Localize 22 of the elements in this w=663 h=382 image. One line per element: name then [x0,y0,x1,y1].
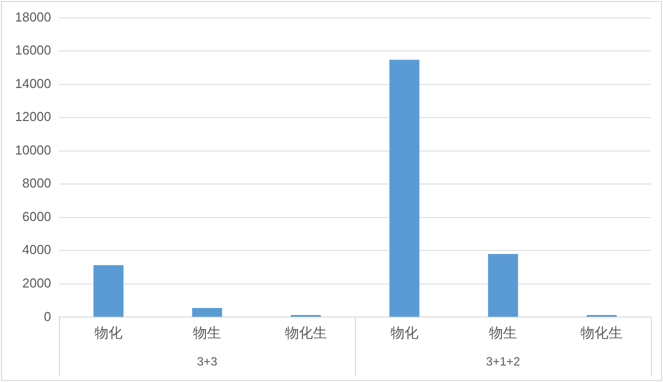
x-tick-label: 物生 [489,324,518,340]
y-tick-label: 14000 [14,76,52,91]
y-tick-label: 12000 [14,109,52,124]
y-tick-label: 6000 [22,208,52,224]
y-tick-label: 8000 [22,176,52,191]
text: 3+3 [196,354,218,369]
x-tick-label: 物化生 [580,324,623,340]
bar [192,308,222,317]
x-tick-label: 物化生 [284,324,327,340]
y-tick-label: 16000 [14,42,52,58]
bar [488,254,518,317]
y-tick-label: 2000 [22,276,52,291]
text: 3+1+2 [486,354,520,369]
y-tick-label: 18000 [14,9,52,24]
x-tick-label: 物化 [94,324,122,340]
x-tick-label: 物生 [193,324,222,340]
bar [93,265,124,317]
y-tick-label: 0 [44,308,52,324]
y-tick-label: 10000 [14,142,52,158]
x-tick-label: 物化 [390,324,418,340]
bar [389,60,420,317]
y-tick-label: 4000 [22,242,52,258]
